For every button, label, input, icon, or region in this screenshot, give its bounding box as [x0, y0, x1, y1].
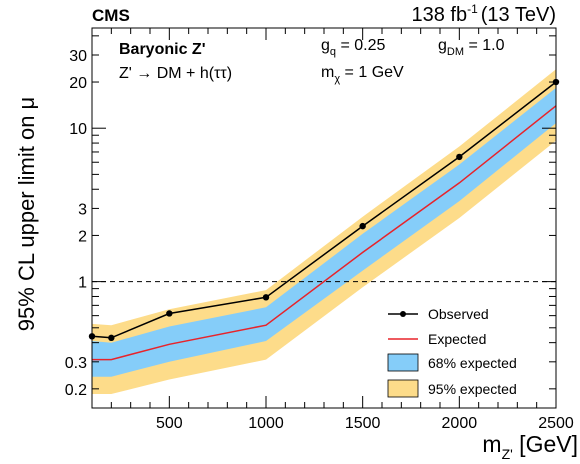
x-axis-title-sub: Z': [502, 446, 513, 462]
y-tick-label: 2: [78, 228, 87, 245]
x-axis-title-main: m: [482, 431, 501, 457]
observed-point: [166, 310, 173, 317]
mchi-label: mχ = 1 GeV: [321, 64, 404, 85]
luminosity-value: 138 fb: [411, 4, 467, 26]
x-axis-title-unit: [GeV]: [513, 431, 578, 457]
y-tick-label: 10: [69, 121, 87, 138]
legend-observed-marker: [400, 311, 406, 317]
model-label: Baryonic Z': [119, 41, 206, 58]
y-tick-label: 1: [78, 275, 87, 292]
y-axis-title: 95% CL upper limit on μ: [14, 97, 39, 331]
energy-value: (13 TeV): [481, 4, 556, 26]
y-tick-label: 0.2: [65, 382, 87, 399]
legend-band95-label: 95% expected: [428, 381, 517, 397]
legend-expected-label: Expected: [428, 331, 486, 347]
observed-point: [456, 153, 463, 161]
x-tick-label: 500: [156, 415, 183, 432]
legend: Observed Expected 68% expected 95% expec…: [387, 306, 517, 398]
experiment-label: CMS: [92, 6, 130, 25]
observed-point: [108, 334, 115, 342]
band-68-expected: [92, 87, 556, 377]
x-tick-label: 1500: [345, 415, 381, 432]
x-tick-label: 2000: [442, 415, 478, 432]
luminosity-label: 138 fb-1 (13 TeV): [411, 2, 556, 26]
legend-band95-swatch: [387, 379, 419, 398]
x-tick-label: 1000: [248, 415, 284, 432]
gdm-label: gDM = 1.0: [438, 37, 505, 58]
y-tick-label: 30: [69, 48, 87, 65]
observed-point: [359, 222, 366, 230]
legend-observed-label: Observed: [428, 306, 489, 322]
y-tick-label: 3: [78, 201, 87, 218]
expected-line: [92, 105, 557, 361]
plot-body: 500 1000 1500 2000 2500 0.2 0.3 1 2 3 10 20 30: [65, 28, 574, 432]
observed-point: [262, 294, 270, 301]
x-axis-title: mZ' [GeV]: [482, 431, 578, 462]
y-tick-label: 20: [69, 75, 87, 92]
legend-band68-swatch: [387, 353, 419, 372]
gq-label: gq = 0.25: [321, 37, 386, 58]
x-tick-label: 2500: [538, 415, 574, 432]
process-label: Z' → DM + h(ττ): [119, 65, 232, 82]
luminosity-exponent: -1: [467, 2, 478, 16]
legend-band68-label: 68% expected: [428, 355, 517, 371]
band-95-expected: [92, 69, 556, 395]
y-tick-label: 0.3: [65, 355, 87, 372]
plot-frame: [91, 27, 557, 409]
